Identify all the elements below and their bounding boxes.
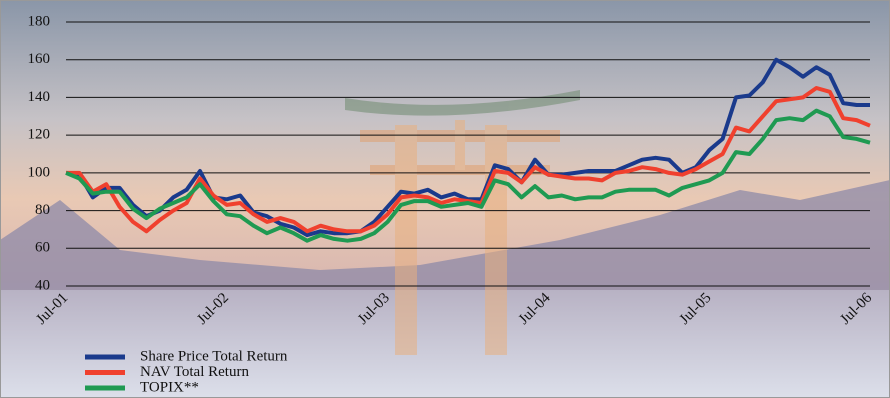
- legend-label: TOPIX**: [140, 379, 199, 395]
- water: [0, 290, 890, 398]
- y-tick-label: 140: [28, 89, 51, 105]
- mountains: [0, 180, 890, 300]
- y-tick-label: 180: [28, 13, 51, 29]
- y-tick-label: 120: [28, 127, 51, 143]
- series-line: [65, 108, 871, 243]
- legend-label: NAV Total Return: [140, 364, 249, 380]
- y-tick-label: 40: [35, 277, 50, 293]
- y-tick-label: 60: [35, 240, 50, 256]
- y-tick-label: 100: [28, 164, 51, 180]
- y-tick-label: 80: [35, 202, 50, 218]
- legend-label: Share Price Total Return: [140, 348, 288, 364]
- y-tick-label: 160: [28, 51, 51, 67]
